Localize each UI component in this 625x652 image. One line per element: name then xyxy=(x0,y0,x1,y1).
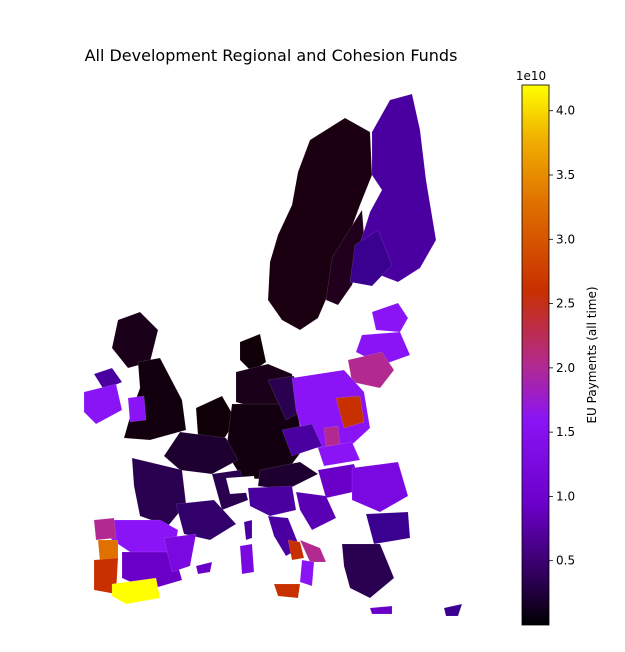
region-estonia xyxy=(371,302,409,333)
colorbar-tick-label: 2.5 xyxy=(556,297,575,311)
region-austria xyxy=(257,461,319,491)
region-sardinia xyxy=(239,543,255,575)
region-cyprus xyxy=(443,603,463,617)
region-italy-north xyxy=(247,485,297,517)
region-corsica xyxy=(243,519,253,541)
colorbar-ticks: 0.5 1.0 1.5 2.0 2.5 3.0 3.5 4.0 xyxy=(549,104,575,568)
region-calabria xyxy=(299,559,315,587)
europe-map xyxy=(83,93,463,617)
region-czechia xyxy=(281,423,323,457)
colorbar-tick-label: 3.0 xyxy=(556,232,575,246)
region-slovakia xyxy=(317,441,361,467)
region-sicily xyxy=(273,583,301,599)
region-puglia xyxy=(299,539,327,563)
colorbar-tick-label: 3.5 xyxy=(556,168,575,182)
colorbar-tick-label: 1.5 xyxy=(556,425,575,439)
colorbar-tick-label: 0.5 xyxy=(556,554,575,568)
region-greece xyxy=(341,543,395,599)
region-portugal-north xyxy=(97,539,119,563)
colorbar-tick-label: 4.0 xyxy=(556,104,575,118)
region-bulgaria xyxy=(365,511,411,545)
region-romania xyxy=(351,461,409,513)
region-finland-south xyxy=(349,229,393,287)
colorbar: 1e10 0.5 1.0 1.5 2.0 2.5 3.0 3.5 4.0 EU Payment… xyxy=(516,69,599,626)
region-spain-east xyxy=(163,533,197,573)
region-ireland xyxy=(83,383,123,425)
region-campania xyxy=(287,539,305,561)
colorbar-tick-label: 2.0 xyxy=(556,361,575,375)
chart-title: All Development Regional and Cohesion Fu… xyxy=(85,46,458,65)
region-crete xyxy=(369,605,393,615)
region-wales xyxy=(127,395,147,423)
colorbar-tick-label: 1.0 xyxy=(556,489,575,503)
colorbar-gradient xyxy=(521,84,550,626)
region-balearics xyxy=(195,561,213,575)
colorbar-label: EU Payments (all time) xyxy=(585,286,599,423)
region-spain-centre xyxy=(121,551,183,591)
region-france-south xyxy=(175,499,237,541)
region-france-north xyxy=(163,431,239,475)
colorbar-offset-text: 1e10 xyxy=(516,69,546,83)
region-galicia xyxy=(93,517,117,541)
region-norway-sweden xyxy=(267,117,373,331)
region-poland-south xyxy=(323,425,341,447)
region-poland-hotspot xyxy=(335,395,365,429)
region-croatia-slovenia xyxy=(295,491,337,531)
region-andalusia xyxy=(111,577,161,605)
